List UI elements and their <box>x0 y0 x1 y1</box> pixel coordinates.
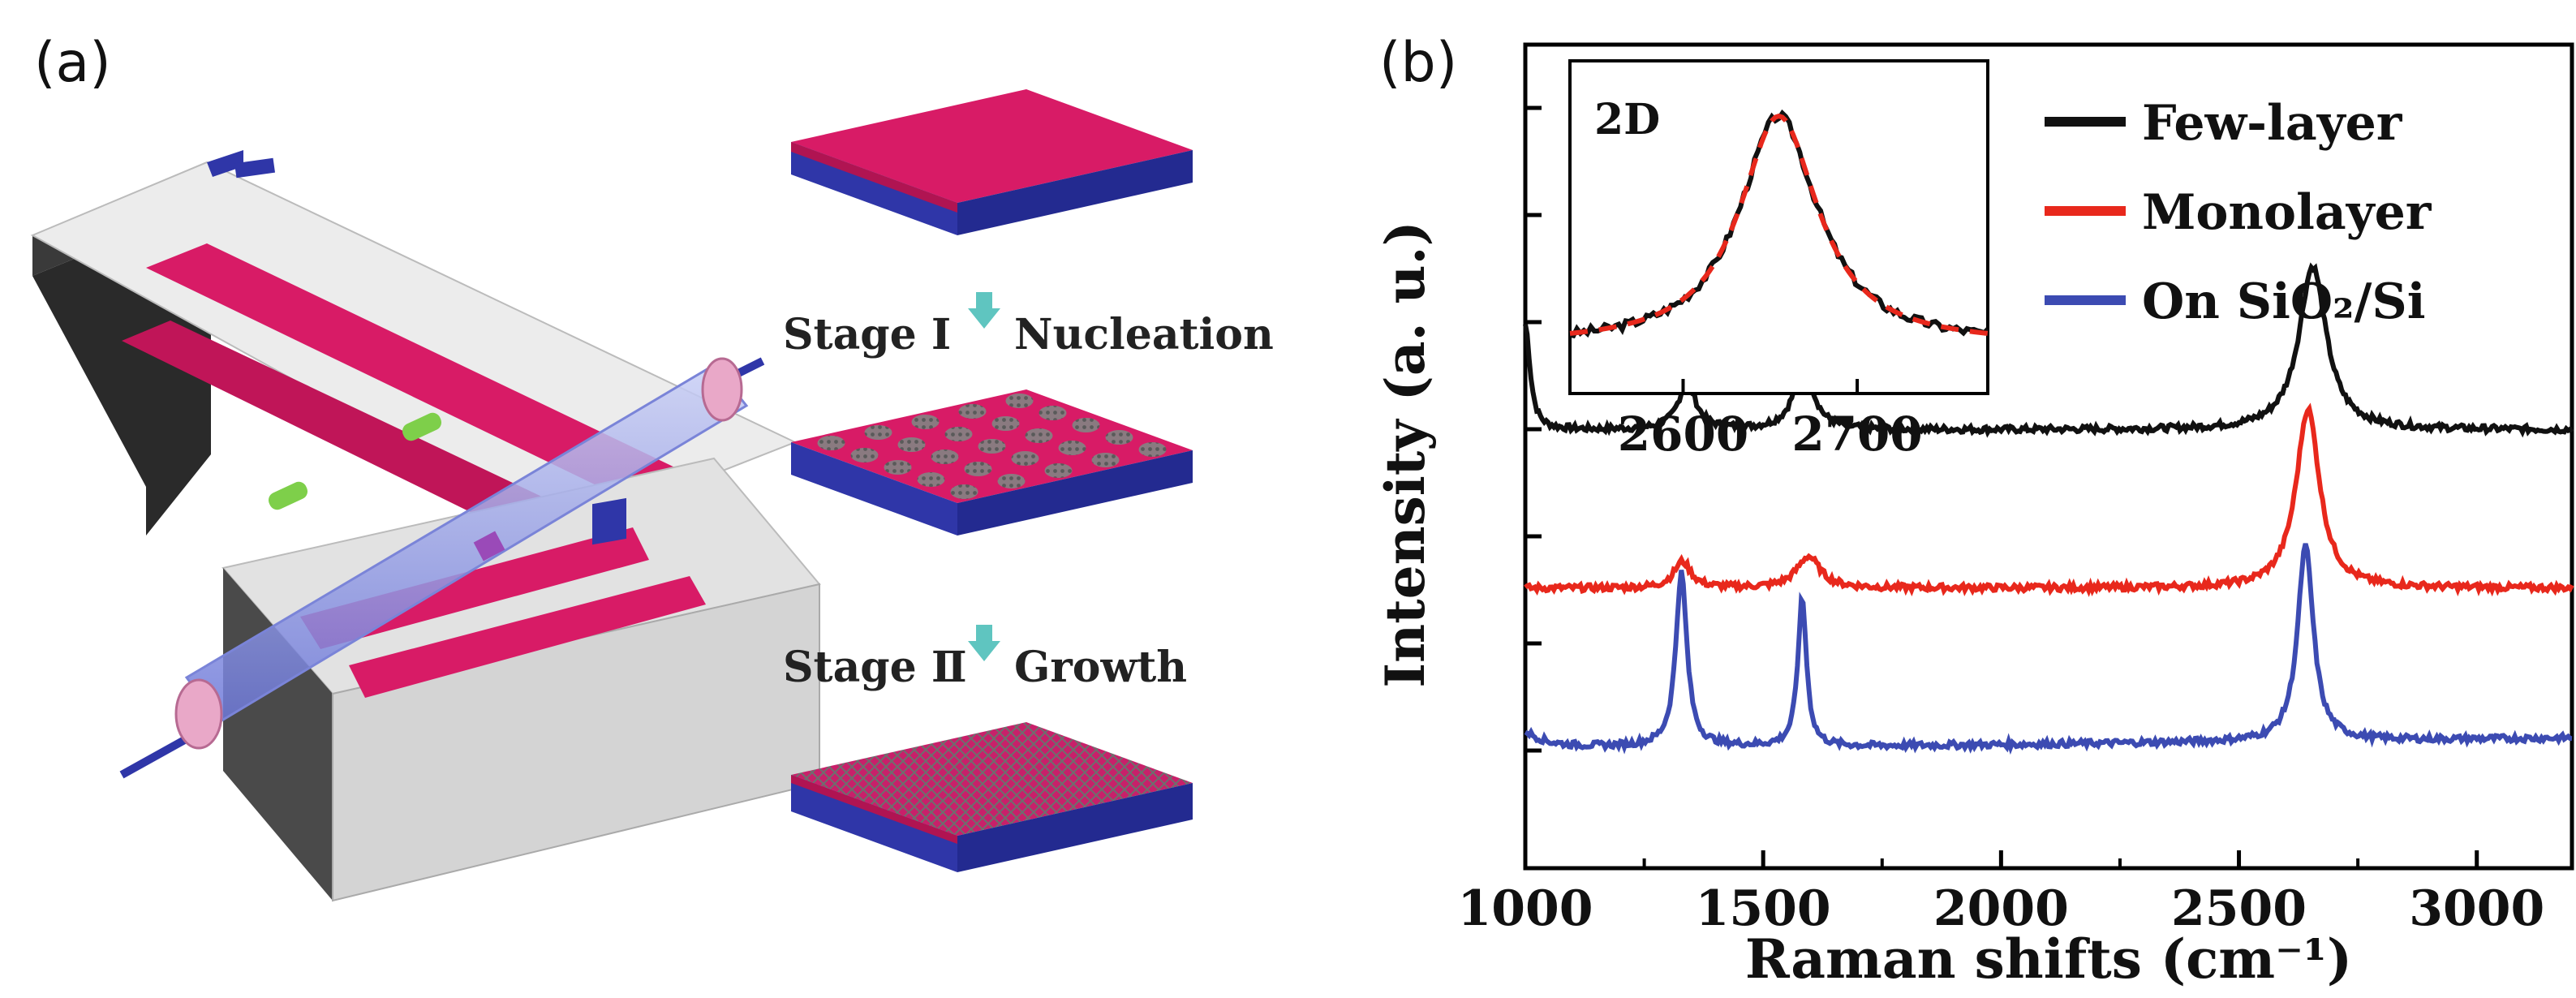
panel-a-label: (a) <box>34 31 111 95</box>
graphene-nucleus <box>1138 442 1167 457</box>
graphene-nucleus <box>1025 428 1053 443</box>
cvd-furnace-illustration <box>30 150 821 902</box>
x-axis-label: Raman shifts (cm⁻¹) <box>1745 927 2352 991</box>
panel-a: (a) <box>30 31 1274 902</box>
graphene-nucleus <box>944 427 973 441</box>
graphene-nucleus <box>1072 418 1100 432</box>
graphene-nucleus <box>817 436 845 450</box>
substrate-growth <box>791 722 1193 872</box>
graphene-nucleus <box>931 450 959 464</box>
graphene-nucleus <box>1105 430 1133 445</box>
graphene-nucleus <box>1058 441 1086 455</box>
x-tick-label: 2000 <box>1933 880 2069 937</box>
graphene-nucleus <box>911 415 940 429</box>
graphene-nucleus <box>958 404 987 419</box>
heater-element <box>402 412 442 441</box>
growth-stages: Stage Ⅰ Nucleation Stage Ⅱ Growth <box>783 89 1274 872</box>
graphene-nucleus <box>1005 394 1034 408</box>
graphene-nucleus <box>1044 463 1073 478</box>
graphene-nucleus <box>864 425 892 440</box>
nucleation-islands <box>817 394 1167 499</box>
quartz-tube <box>119 357 765 779</box>
graphene-nucleus <box>1091 453 1120 467</box>
x-tick-label: 1500 <box>1696 880 1831 937</box>
graphene-nucleus <box>964 462 992 476</box>
series-line-monolayer <box>1524 402 2574 597</box>
stage1-text: Nucleation <box>1014 310 1274 359</box>
y-axis-label: Intensity (a. u.) <box>1374 221 1437 688</box>
stage2-text: Growth <box>1014 643 1187 692</box>
series-line-onsiosi <box>1524 543 2573 755</box>
sample-substrate <box>473 531 505 561</box>
graphene-nucleus <box>950 484 978 499</box>
legend-label: Monolayer <box>2142 184 2432 241</box>
legend-label: Few-layer <box>2142 95 2403 152</box>
inset-x-tick-label: 2600 <box>1618 407 1748 462</box>
graphene-nucleus <box>884 460 912 475</box>
legend-label: On SiO₂/Si <box>2142 273 2425 330</box>
inset-label: 2D <box>1594 95 1660 144</box>
arrow-down-icon <box>968 308 1000 329</box>
graphene-nucleus <box>897 437 926 452</box>
graphene-nucleus <box>1011 451 1039 466</box>
graphene-nucleus <box>917 472 945 487</box>
series-line-fewlayer <box>1523 262 2574 438</box>
plot-frame <box>1523 42 2574 871</box>
raman-main-plot: 1000 1500 2000 2500 3000 <box>1458 105 2574 937</box>
tube-end-cap <box>174 678 223 750</box>
arrow-down-icon <box>968 641 1000 661</box>
inset-series-monolayer <box>1569 113 1989 336</box>
panel-b-label: (b) <box>1379 31 1457 95</box>
graphene-nucleus <box>978 439 1006 454</box>
panel-b: (b) 1000 1500 2000 2500 3000 Intensity (a. u… <box>1374 31 2574 991</box>
substrate-nucleation <box>791 389 1193 536</box>
graphene-nucleus <box>850 448 879 462</box>
x-tick-label: 3000 <box>2409 880 2544 937</box>
stage2-label: Stage Ⅱ <box>783 643 967 692</box>
x-tick-label: 2500 <box>2171 880 2307 937</box>
tube-end-cap <box>701 357 743 422</box>
heater-element <box>268 481 308 510</box>
inset-x-tick-label: 2700 <box>1791 407 1922 462</box>
substrate-initial <box>791 89 1193 235</box>
stage1-label: Stage Ⅰ <box>783 310 951 359</box>
graphene-nucleus <box>991 416 1020 431</box>
graphene-nucleus <box>1039 406 1067 420</box>
x-tick-label: 1000 <box>1458 880 1593 937</box>
graphene-nucleus <box>997 474 1026 488</box>
gas-inlet-pipe <box>119 730 197 779</box>
legend: Few-layer Monolayer On SiO₂/Si <box>2045 95 2432 330</box>
inset-plot: 2600 2700 <box>1569 109 1990 462</box>
